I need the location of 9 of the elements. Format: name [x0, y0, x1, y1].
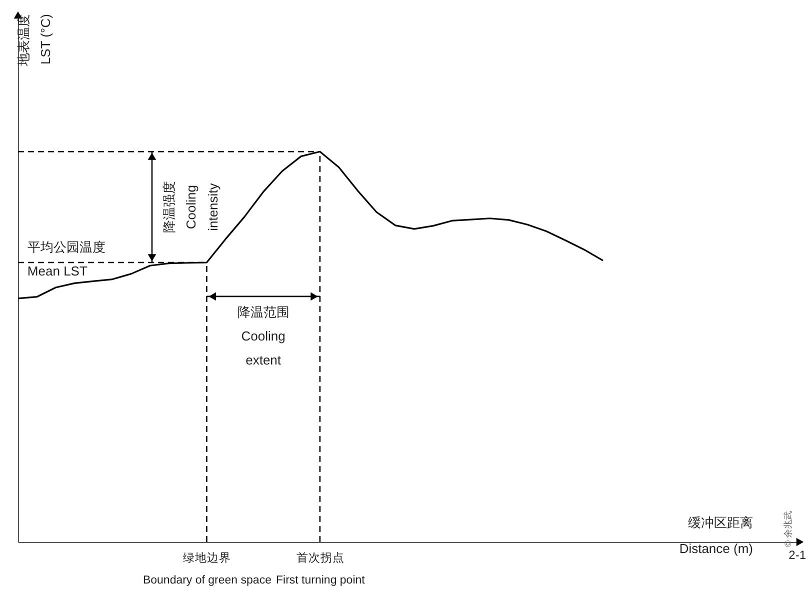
text: 缓冲区距离 Distance (m) [679, 515, 753, 556]
ref-line-label: 平均公园温度 Mean LST [27, 239, 106, 278]
text: 地表温度 LST (°C) [16, 14, 53, 68]
x-tick-label: 绿地边界 Boundary of green space [142, 552, 272, 586]
text: 2-1 [788, 548, 806, 562]
annotation: 降温强度 Cooling intensity [161, 181, 220, 234]
annotation: 降温范围 Cooling extent [237, 304, 290, 368]
text: © 余兆武 [783, 510, 793, 547]
x-tick-label: 首次拐点 First turning point [276, 552, 366, 586]
